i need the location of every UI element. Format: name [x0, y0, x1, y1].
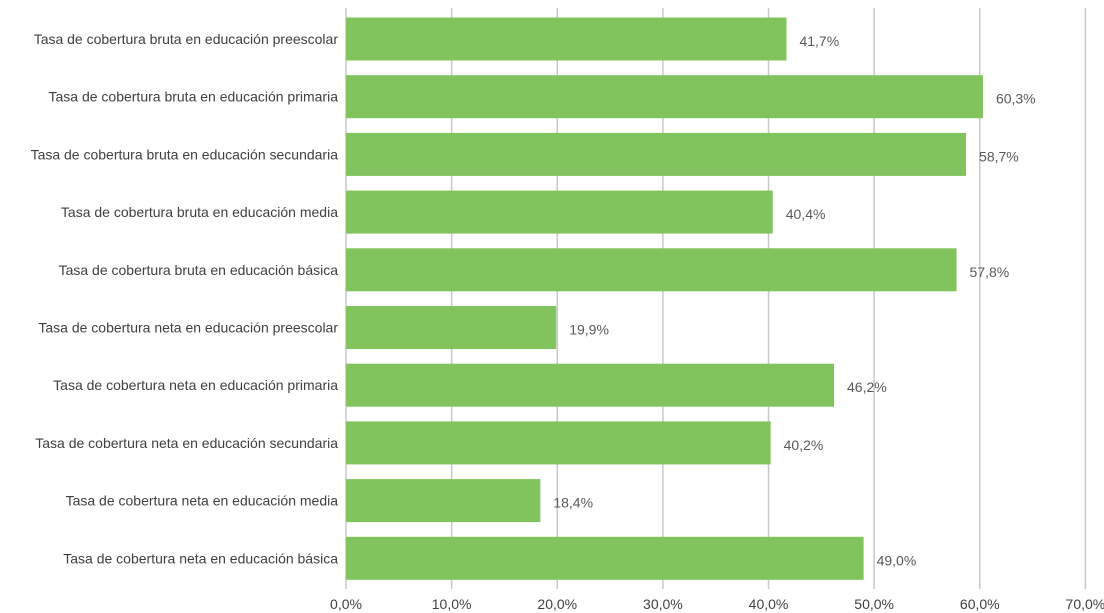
category-label: Tasa de cobertura bruta en educación med… — [61, 204, 338, 220]
x-axis-tick-labels: 0,0% 10,0% 20,0% 30,0% 40,0% 50,0% 60,0% 70,0% — [330, 596, 1104, 612]
data-labels: 41,7% 60,3% 58,7% 40,4% 57,8% 19,9% 46,2% 40,2%… — [553, 33, 1035, 568]
data-label: 58,7% — [979, 148, 1019, 164]
category-label: Tasa de cobertura neta en educación secu… — [35, 435, 338, 451]
bar — [346, 479, 541, 523]
data-label: 41,7% — [799, 33, 839, 49]
x-axis-tick-label: 40,0% — [749, 596, 789, 612]
category-label: Tasa de cobertura neta en educación bási… — [63, 550, 338, 566]
data-label: 19,9% — [569, 322, 609, 338]
bar — [346, 363, 835, 407]
category-label: Tasa de cobertura neta en educación pree… — [38, 320, 338, 336]
data-label: 18,4% — [553, 495, 593, 511]
x-axis-tick-label: 50,0% — [854, 596, 894, 612]
category-label: Tasa de cobertura neta en educación prim… — [53, 377, 338, 393]
x-axis-tick-label: 0,0% — [330, 596, 362, 612]
bar — [346, 190, 773, 234]
category-label: Tasa de cobertura neta en educación medi… — [66, 493, 339, 509]
bar — [346, 17, 787, 61]
bar — [346, 132, 967, 176]
data-label: 60,3% — [996, 91, 1036, 107]
category-labels: Tasa de cobertura bruta en educación pre… — [31, 31, 339, 566]
x-axis-tick-label: 60,0% — [960, 596, 1000, 612]
data-label: 57,8% — [970, 264, 1010, 280]
x-axis-tick-label: 20,0% — [537, 596, 577, 612]
x-axis-tick-label: 10,0% — [432, 596, 472, 612]
category-label: Tasa de cobertura bruta en educación bás… — [59, 262, 339, 278]
bars — [346, 17, 983, 580]
data-label: 46,2% — [847, 379, 887, 395]
bar — [346, 536, 864, 580]
bar — [346, 75, 983, 119]
bar — [346, 421, 771, 465]
x-axis-tick-label: 30,0% — [643, 596, 683, 612]
category-label: Tasa de cobertura bruta en educación pri… — [48, 89, 338, 105]
bar — [346, 248, 957, 292]
category-label: Tasa de cobertura bruta en educación sec… — [31, 146, 339, 162]
data-label: 40,2% — [784, 437, 824, 453]
x-axis-tick-label: 70,0% — [1066, 596, 1104, 612]
category-label: Tasa de cobertura bruta en educación pre… — [34, 31, 339, 47]
data-label: 40,4% — [786, 206, 826, 222]
data-label: 49,0% — [877, 552, 917, 568]
bar — [346, 306, 557, 349]
